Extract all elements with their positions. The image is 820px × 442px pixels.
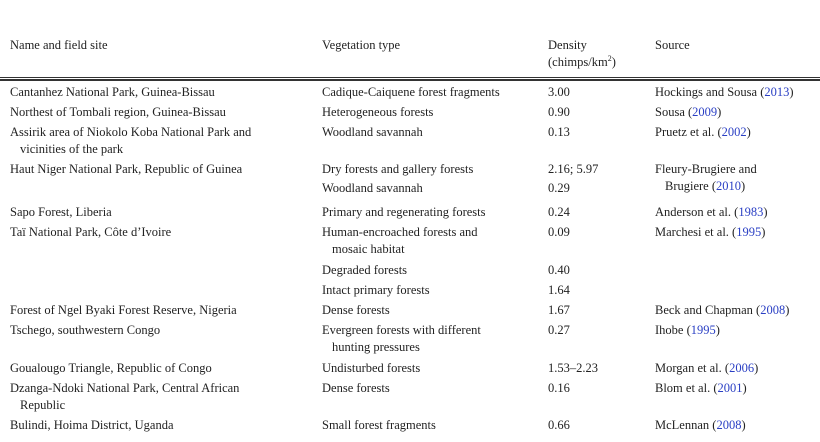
source-authors: Anderson et al. ( (655, 205, 739, 219)
site-name: Taï National Park, Côte d’Ivoire (10, 225, 172, 239)
source-text: Fleury-Brugiere and (655, 162, 757, 176)
close-paren: ) (741, 179, 746, 193)
vegetation-type: Degraded forests (322, 263, 408, 277)
unit-sup: 2 (607, 53, 612, 63)
source-year-link[interactable]: 2001 (717, 381, 743, 395)
header-density: Density (548, 38, 587, 52)
density-value: 1.53–2.23 (548, 361, 598, 375)
vegetation-type: Woodland savannah (322, 181, 423, 195)
source-citation: Blom et al. (2001) (655, 380, 747, 397)
vegetation-type: Dense forests (322, 303, 390, 317)
source-authors: Blom et al. ( (655, 381, 718, 395)
site-name: Haut Niger National Park, Republic of Gu… (10, 162, 243, 176)
source-year-link[interactable]: 2008 (760, 303, 786, 317)
source-authors: Sousa ( (655, 105, 693, 119)
source-citation: Marchesi et al. (1995) (655, 224, 765, 241)
source-year-link[interactable]: 2013 (764, 85, 790, 99)
vegetation-type: Cadique-Caiquene forest fragments (322, 85, 500, 99)
source-year-link[interactable]: 2006 (729, 361, 755, 375)
site-name: Goualougo Triangle, Republic of Congo (10, 361, 212, 375)
vegetation-type: Woodland savannah (322, 125, 423, 139)
source-citation: Beck and Chapman (2008) (655, 302, 789, 319)
source-year-link[interactable]: 2008 (716, 418, 742, 432)
header-source: Source (655, 38, 690, 52)
source-authors: Brugiere ( (665, 179, 717, 193)
source-year-link[interactable]: 1983 (738, 205, 764, 219)
source-authors: Marchesi et al. ( (655, 225, 737, 239)
site-name: vicinities of the park (20, 142, 124, 156)
site-name: Forest of Ngel Byaki Forest Reserve, Nig… (10, 303, 237, 317)
vegetation-type: Evergreen forests with different (322, 323, 481, 337)
header-rule-top (0, 77, 820, 78)
site-name: Dzanga-Ndoki National Park, Central Afri… (10, 381, 240, 395)
source-citation: Hockings and Sousa (2013) (655, 84, 794, 101)
header-name-site: Name and field site (10, 38, 108, 52)
density-value: 0.13 (548, 125, 570, 139)
close-paren: ) (715, 323, 720, 337)
density-value: 3.00 (548, 85, 570, 99)
vegetation-type: mosaic habitat (332, 242, 405, 256)
site-name: Republic (20, 398, 66, 412)
density-value: 1.64 (548, 283, 570, 297)
source-year-link[interactable]: 2010 (716, 179, 742, 193)
source-citation: Brugiere (2010) (655, 178, 745, 195)
vegetation-type: Dry forests and gallery forests (322, 162, 474, 176)
close-paren: ) (754, 361, 759, 375)
header-density-unit: (chimps/km2) (548, 54, 616, 71)
site-name: Assirik area of Niokolo Koba National Pa… (10, 125, 252, 139)
source-year-link[interactable]: 1995 (736, 225, 762, 239)
source-authors: McLennan ( (655, 418, 717, 432)
site-name: Northest of Tombali region, Guinea-Bissa… (10, 105, 226, 119)
unit-close: ) (611, 55, 616, 69)
density-value: 0.09 (548, 225, 570, 239)
site-name: Bulindi, Hoima District, Uganda (10, 418, 174, 432)
source-year-link[interactable]: 2009 (692, 105, 718, 119)
unit-text: (chimps/km (548, 55, 608, 69)
site-name: Cantanhez National Park, Guinea-Bissau (10, 85, 215, 99)
site-name: Sapo Forest, Liberia (10, 205, 112, 219)
source-citation: Sousa (2009) (655, 104, 721, 121)
header-vegetation: Vegetation type (322, 38, 401, 52)
vegetation-type: Dense forests (322, 381, 390, 395)
vegetation-type: Intact primary forests (322, 283, 430, 297)
close-paren: ) (741, 418, 746, 432)
density-value: 1.67 (548, 303, 570, 317)
density-value: 0.29 (548, 181, 570, 195)
source-authors: Ihobe ( (655, 323, 691, 337)
close-paren: ) (761, 225, 766, 239)
vegetation-type: Heterogeneous forests (322, 105, 434, 119)
vegetation-type: Undisturbed forests (322, 361, 421, 375)
source-year-link[interactable]: 2002 (721, 125, 747, 139)
source-authors: Morgan et al. ( (655, 361, 730, 375)
close-paren: ) (763, 205, 768, 219)
vegetation-type: Human-encroached forests and (322, 225, 478, 239)
density-value: 0.66 (548, 418, 570, 432)
density-value: 0.90 (548, 105, 570, 119)
source-citation: McLennan (2008) (655, 417, 746, 434)
density-value: 0.24 (548, 205, 570, 219)
source-authors: Hockings and Sousa ( (655, 85, 765, 99)
close-paren: ) (746, 125, 751, 139)
density-value: 0.16 (548, 381, 570, 395)
vegetation-type: Primary and regenerating forests (322, 205, 486, 219)
source-citation: Anderson et al. (1983) (655, 204, 767, 221)
close-paren: ) (742, 381, 747, 395)
site-name: Tschego, southwestern Congo (10, 323, 161, 337)
density-value: 0.27 (548, 323, 570, 337)
source-citation: Morgan et al. (2006) (655, 360, 758, 377)
header-rule-bottom (0, 79, 820, 81)
vegetation-type: Small forest fragments (322, 418, 436, 432)
density-value: 2.16; 5.97 (548, 162, 599, 176)
source-authors: Beck and Chapman ( (655, 303, 761, 317)
close-paren: ) (785, 303, 790, 317)
close-paren: ) (789, 85, 794, 99)
vegetation-type: hunting pressures (332, 340, 420, 354)
density-value: 0.40 (548, 263, 570, 277)
close-paren: ) (717, 105, 722, 119)
source-citation: Ihobe (1995) (655, 322, 720, 339)
source-citation: Pruetz et al. (2002) (655, 124, 751, 141)
source-year-link[interactable]: 1995 (690, 323, 716, 337)
source-authors: Pruetz et al. ( (655, 125, 722, 139)
